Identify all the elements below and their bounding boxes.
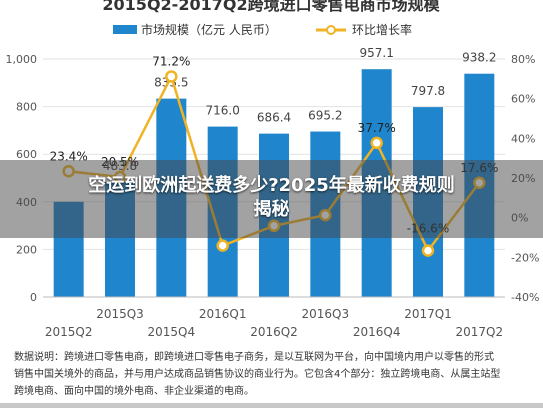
bottom-rule [0,403,543,408]
growth-value-label: 71.2% [152,54,190,68]
x-tick-label: 2017Q1 [404,307,452,321]
y2-tick-label: 80% [511,53,535,66]
y-tick-label: 800 [16,101,37,114]
x-tick-label: 2015Q3 [96,307,144,321]
x-tick-label: 2016Q4 [353,325,401,339]
overlay-title-line1: 空运到欧洲起送费多少?2025年最新收费规则 [88,175,455,196]
growth-point [370,136,383,150]
x-tick-label: 2015Q2 [45,325,93,339]
legend-line-marker [326,25,336,35]
x-tick-label: 2016Q3 [302,307,350,321]
y2-tick-label: -40% [511,291,539,304]
bar-value-label: 797.8 [411,84,445,98]
bar-value-label: 686.4 [257,111,291,125]
data-note-line2: 销售中国关境外的商品，并与用户达成商品销售协议的商业行为。它包含4个部分：独立跨… [14,369,501,380]
bar-value-label: 938.2 [462,51,496,65]
growth-point [165,70,178,83]
overlay-band [0,160,543,238]
growth-value-label: 37.7% [358,121,396,135]
y-tick-label: 200 [16,243,37,256]
y-tick-label: 0 [30,291,37,304]
data-note: 数据说明：跨境进口零售电商，即跨境进口零售电子商务，是以互联网为平台，向中国境内… [14,349,534,400]
overlay-title[interactable]: 空运到欧洲起送费多少?2025年最新收费规则 揭秘 [0,174,543,222]
data-note-line3: 跨境电商、面向中国的境外电商、非企业渠道的电商。 [14,386,254,397]
x-tick-label: 2016Q1 [199,307,247,321]
growth-point [216,239,229,252]
chart-title: 2015Q2-2017Q2跨境进口零售电商市场规模 [102,0,440,14]
legend: 市场规模（亿元 人民币） 环比增长率 [113,22,412,37]
y2-tick-label: -20% [511,251,539,264]
bar-value-label: 957.1 [359,46,393,60]
y-tick-label: 1,000 [6,53,38,66]
legend-bar-swatch [113,25,137,34]
x-tick-label: 2016Q2 [250,325,298,339]
bar-value-label: 716.0 [205,104,239,118]
bar-value-label: 695.2 [308,109,342,123]
y2-tick-label: 60% [511,93,535,106]
legend-bar-label: 市场规模（亿元 人民币） [141,22,277,37]
legend-line-label: 环比增长率 [352,22,412,37]
overlay-title-line2: 揭秘 [253,199,290,220]
y-tick-label: 600 [16,148,37,161]
x-tick-label: 2015Q4 [148,325,196,339]
x-tick-label: 2017Q2 [456,325,504,339]
growth-value-label: 23.4% [50,149,88,163]
y2-tick-label: 40% [511,132,535,145]
growth-point [421,244,435,257]
data-note-line1: 数据说明：跨境进口零售电商，即跨境进口零售电子商务，是以互联网为平台，向中国境内… [14,352,494,363]
